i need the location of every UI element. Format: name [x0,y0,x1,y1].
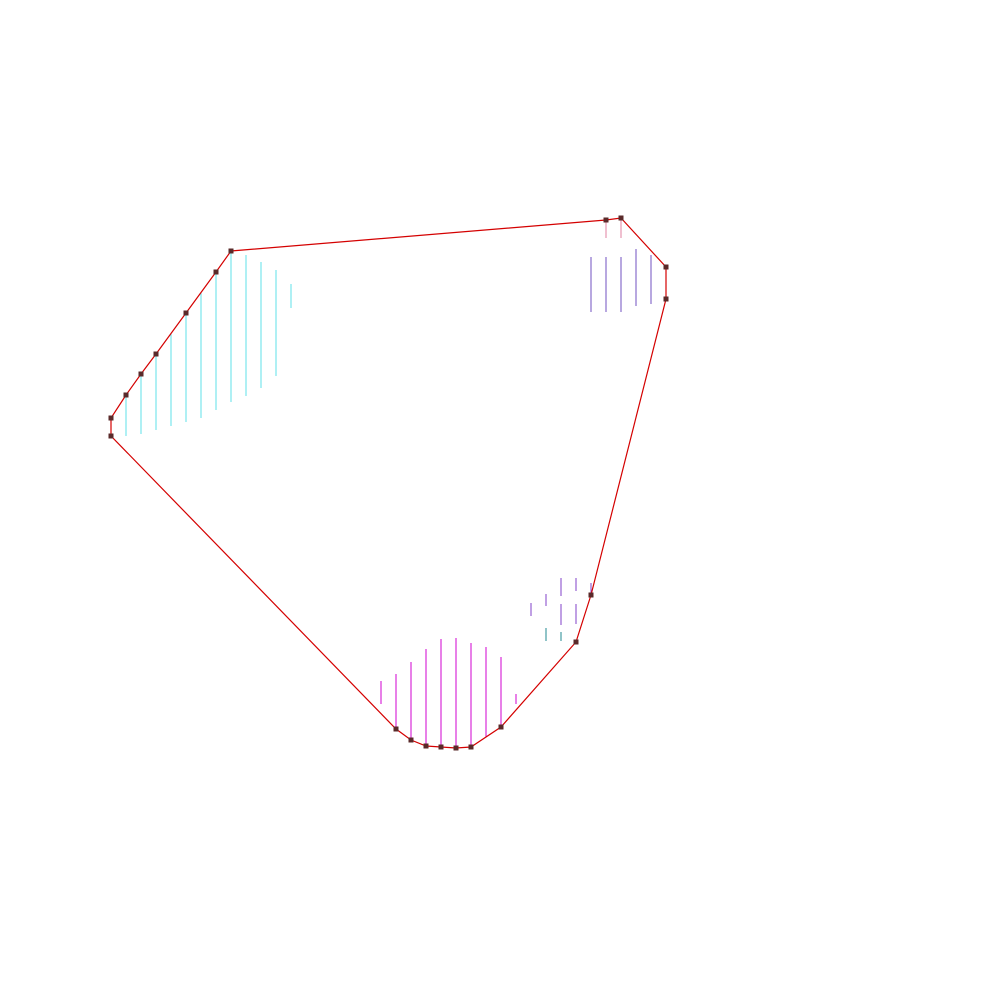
hull-vertex [123,392,129,398]
hull-vertex [408,737,414,743]
cyan-cluster [125,251,292,436]
hull-vertex [498,724,504,730]
hull-vertex [663,264,669,270]
purple-cluster-top-right [590,249,652,312]
pink-cluster-top-right [605,218,622,238]
hull-vertex [618,215,624,221]
hull-vertex [453,745,459,751]
hull-vertex [603,217,609,223]
hull-vertex [213,269,219,275]
violet-cluster-lower-right [530,578,592,625]
hull-vertex [153,351,159,357]
hull-vertex [108,415,114,421]
hull-vertex [108,433,114,439]
hatch-layer [125,218,652,748]
hull-vertex [588,592,594,598]
magenta-cluster [380,638,517,748]
hull-outline [110,217,667,749]
hull-vertex [573,639,579,645]
hull-vertex [228,248,234,254]
hull-vertex [138,371,144,377]
hull-vertex [183,310,189,316]
hull-vertex [468,744,474,750]
hull-vertex [393,726,399,732]
vertex-layer [108,215,669,751]
teal-cluster-lower-right [545,628,562,641]
hull-vertex [438,744,444,750]
hull-vertex [423,743,429,749]
hull-vertex [663,296,669,302]
